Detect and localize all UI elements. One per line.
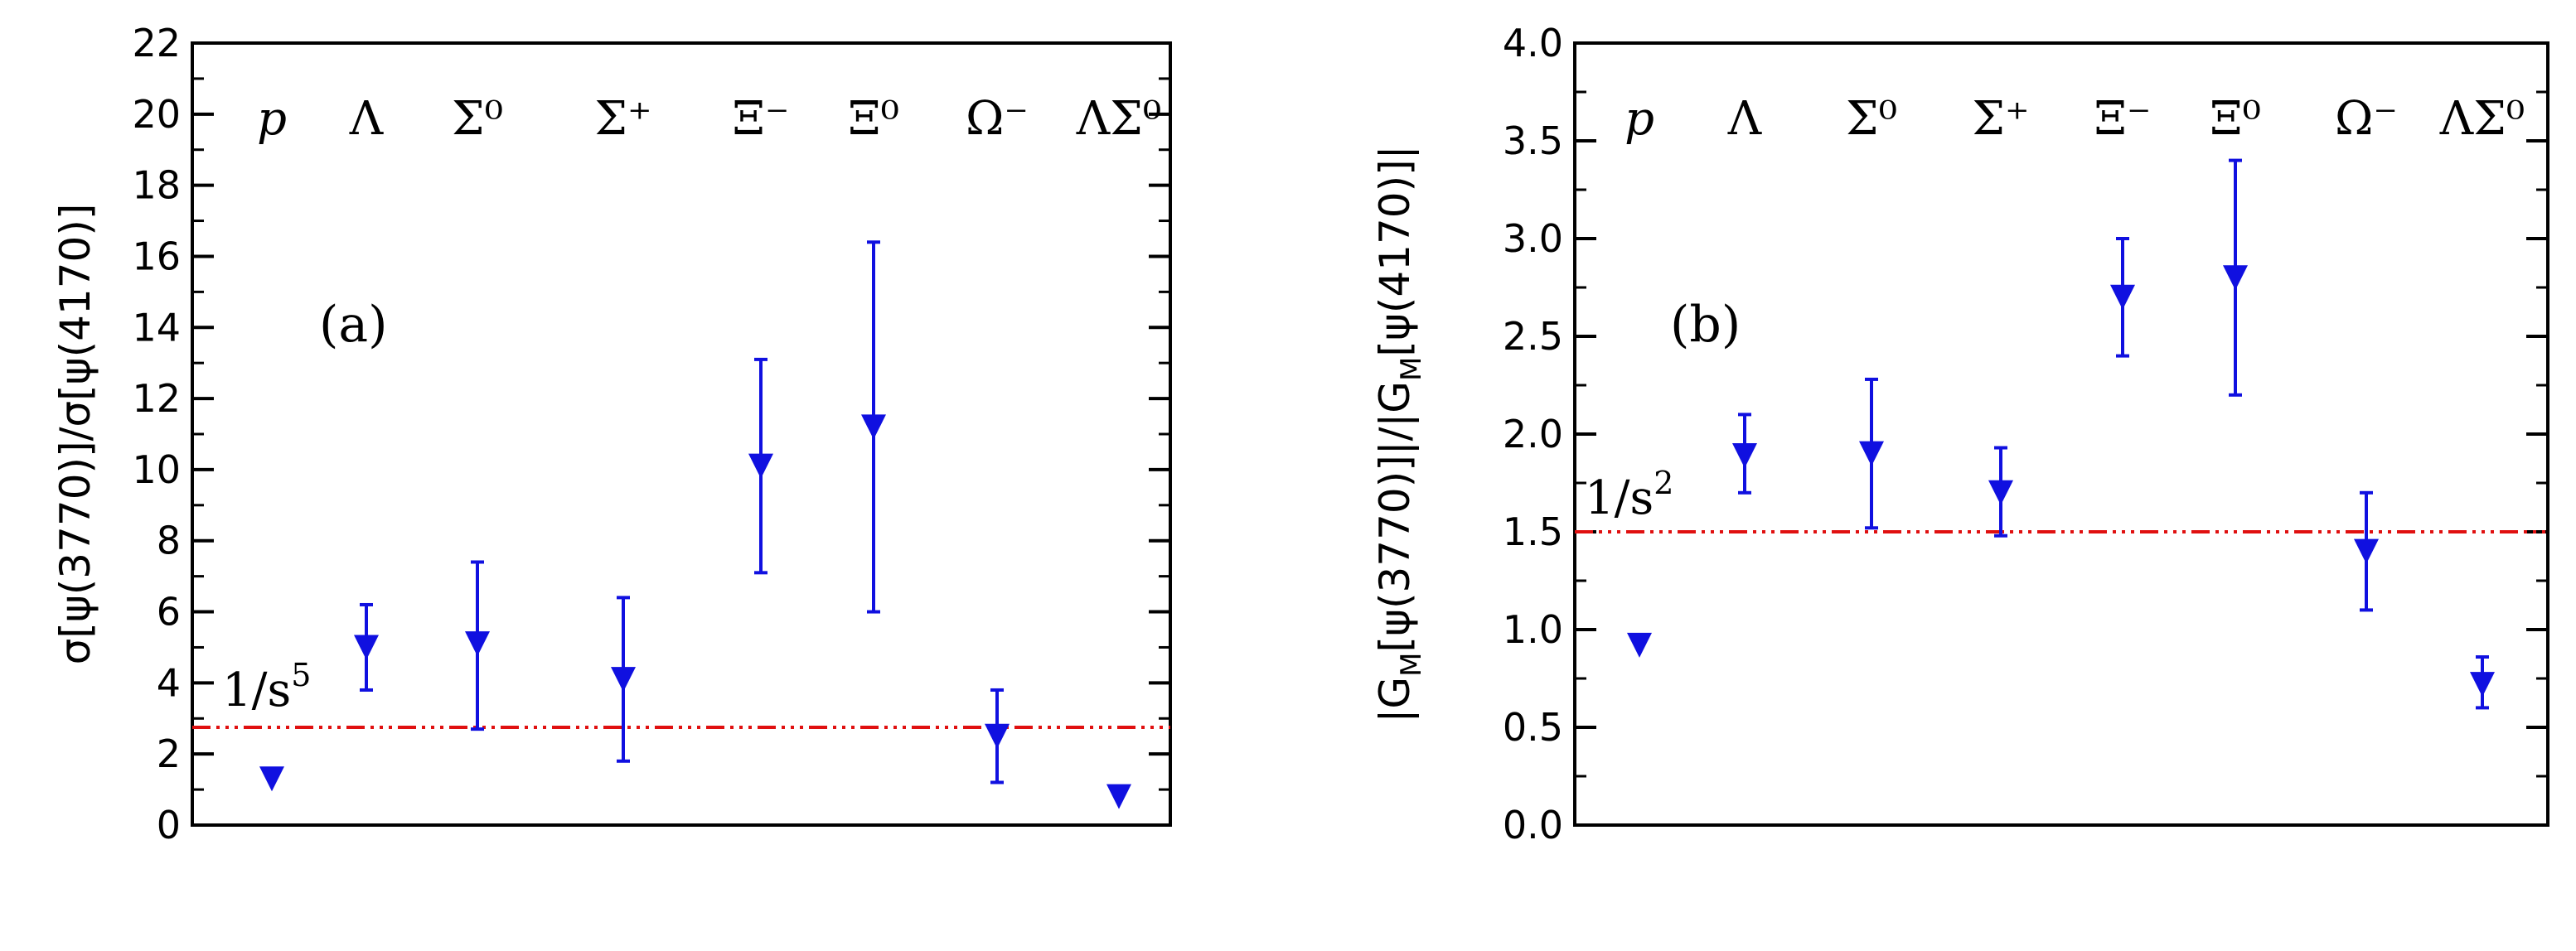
category-label: Ω⁻ bbox=[966, 92, 1029, 146]
data-points-b bbox=[1627, 158, 2495, 710]
category-label: Σ⁺ bbox=[1972, 92, 2029, 146]
category-label: p bbox=[257, 92, 287, 146]
category-labels-b: p Λ Σ⁰ Σ⁺ Ξ⁻ Ξ⁰ Ω⁻ ΛΣ⁰ bbox=[1625, 92, 2525, 146]
panel-label-b: (b) bbox=[1670, 296, 1741, 354]
category-label: Σ⁰ bbox=[1846, 92, 1897, 146]
y-tick-label: 4.0 bbox=[1503, 21, 1563, 65]
category-label: Ξ⁰ bbox=[848, 92, 899, 146]
category-label: ΛΣ⁰ bbox=[2439, 92, 2525, 146]
data-point-marker bbox=[2223, 265, 2248, 291]
category-label: ΛΣ⁰ bbox=[1076, 92, 1161, 146]
data-point-marker bbox=[2110, 284, 2135, 310]
category-label: p bbox=[1625, 92, 1654, 146]
y-tick-label: 2 bbox=[157, 731, 181, 776]
plot-frame-b bbox=[1573, 41, 2549, 827]
category-label: Λ bbox=[349, 92, 384, 146]
reference-label-exponent: 5 bbox=[291, 657, 311, 693]
y-tick-label: 22 bbox=[132, 21, 181, 65]
data-point-marker bbox=[861, 414, 886, 440]
y-tick-label: 20 bbox=[132, 92, 181, 137]
y-tick-label: 14 bbox=[132, 305, 181, 350]
reference-label-base: 1/s bbox=[1585, 471, 1654, 525]
y-tick-label: 6 bbox=[157, 590, 181, 635]
panel-a: 0 2 4 6 8 10 12 14 16 18 20 22 σ[ψ(3770)]/σ[ψ(4170)… bbox=[51, 21, 1172, 847]
category-label: Σ⁺ bbox=[594, 92, 651, 146]
data-point-marker bbox=[748, 453, 773, 479]
data-point-marker bbox=[1106, 784, 1131, 809]
category-label: Λ bbox=[1727, 92, 1762, 146]
y-tick-label: 2.0 bbox=[1503, 412, 1563, 456]
y-tick-label: 12 bbox=[132, 376, 181, 421]
y-tick-label: 18 bbox=[132, 163, 181, 208]
panel-b: 0.00.51.01.52.02.53.03.54.0 |GM[ψ(3770)]… bbox=[1371, 21, 2549, 847]
data-point-marker bbox=[1732, 442, 1757, 468]
panel-label-a: (a) bbox=[319, 296, 388, 354]
y-tick-label: 10 bbox=[132, 447, 181, 492]
reference-line-a: 1/s5 bbox=[192, 657, 1170, 729]
data-point-marker bbox=[985, 723, 1010, 749]
y-tick-label: 1.5 bbox=[1503, 509, 1563, 554]
data-point-marker bbox=[2470, 672, 2495, 698]
y-axis-label-b: |GM[ψ(3770)]|/|GM[ψ(4170)]| bbox=[1371, 146, 1428, 723]
y-tick-label: 0.0 bbox=[1503, 803, 1563, 847]
reference-line-label: 1/s5 bbox=[222, 657, 311, 717]
y-axis-a: 0 2 4 6 8 10 12 14 16 18 20 22 bbox=[132, 21, 1170, 847]
data-point-marker bbox=[259, 766, 284, 792]
y-tick-label: 0.5 bbox=[1503, 705, 1563, 750]
reference-label-exponent: 2 bbox=[1654, 465, 1673, 501]
reference-line-label: 1/s2 bbox=[1585, 465, 1673, 525]
y-tick-label: 2.5 bbox=[1503, 314, 1563, 359]
category-label: Ξ⁰ bbox=[2210, 92, 2261, 146]
category-labels-a: p Λ Σ⁰ Σ⁺ Ξ⁻ Ξ⁰ Ω⁻ ΛΣ⁰ bbox=[257, 92, 1161, 146]
data-point-marker bbox=[1627, 632, 1652, 658]
reference-label-base: 1/s bbox=[222, 664, 291, 717]
y-axis-label-a: σ[ψ(3770)]/σ[ψ(4170)] bbox=[51, 204, 99, 665]
data-point-marker bbox=[354, 635, 379, 660]
data-points-a bbox=[259, 240, 1131, 809]
data-point-marker bbox=[465, 631, 490, 657]
y-tick-label: 8 bbox=[157, 519, 181, 563]
y-tick-label: 16 bbox=[132, 234, 181, 278]
y-tick-label: 0 bbox=[157, 803, 181, 847]
data-point-marker bbox=[2354, 538, 2379, 564]
category-label: Ξ⁻ bbox=[733, 92, 790, 146]
y-label-b-part3: [ψ(4170)]| bbox=[1371, 146, 1419, 357]
y-tick-label: 1.0 bbox=[1503, 607, 1563, 652]
category-label: Σ⁰ bbox=[452, 92, 503, 146]
y-tick-label: 3.5 bbox=[1503, 118, 1563, 163]
y-tick-label: 4 bbox=[157, 660, 181, 705]
category-label: Ξ⁻ bbox=[2094, 92, 2152, 146]
y-label-b-sub1: M bbox=[1395, 653, 1428, 677]
plot-frame-a bbox=[191, 41, 1172, 827]
reference-line-b: 1/s2 bbox=[1575, 465, 2548, 533]
y-label-b-part1: |G bbox=[1371, 677, 1419, 723]
data-point-marker bbox=[1988, 480, 2013, 505]
y-label-b-part2: [ψ(3770)]|/|G bbox=[1371, 381, 1419, 653]
y-axis-b: 0.0 0.5 1.0 1.5 2.0 2.5 3.0 3.5 4.0 bbox=[1503, 21, 2548, 847]
y-tick-label: 3.0 bbox=[1503, 216, 1563, 261]
category-label: Ω⁻ bbox=[2335, 92, 2398, 146]
data-point-marker bbox=[611, 667, 636, 693]
y-label-b-sub2: M bbox=[1395, 357, 1428, 381]
data-point-marker bbox=[1859, 441, 1884, 466]
